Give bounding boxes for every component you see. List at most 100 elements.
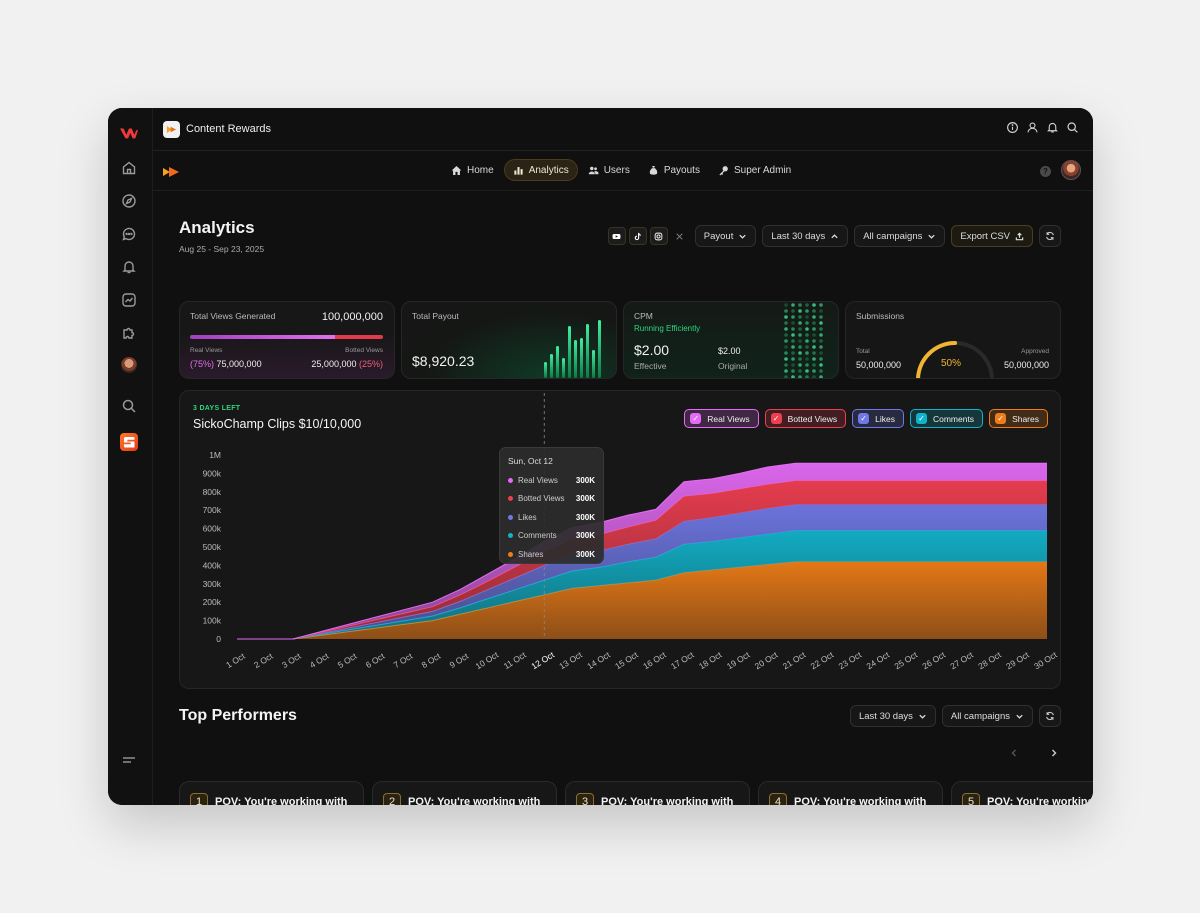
bar-chart-icon xyxy=(514,166,523,175)
puzzle-icon[interactable] xyxy=(120,324,138,342)
nav-payouts[interactable]: Payouts xyxy=(640,159,708,181)
top-performer-card[interactable]: 5 POV: You're working with xyxy=(951,781,1093,805)
legend-toggle-botted-views[interactable]: ✓ Botted Views xyxy=(764,409,847,428)
legend-toggle-shares[interactable]: ✓ Shares xyxy=(989,409,1048,428)
top-period-select[interactable]: Last 30 days xyxy=(849,705,936,727)
info-icon[interactable] xyxy=(1006,121,1019,134)
notification-bell-icon[interactable] xyxy=(1046,121,1059,134)
checkbox-icon: ✓ xyxy=(995,413,1007,424)
pattern-dot xyxy=(812,309,816,313)
chevron-down-icon xyxy=(928,234,936,239)
youtube-icon[interactable] xyxy=(607,227,626,245)
pattern-dot xyxy=(819,345,823,349)
top-performer-card[interactable]: 4 POV: You're working with xyxy=(758,781,943,805)
pattern-dot xyxy=(784,309,788,313)
top-campaign-select[interactable]: All campaigns xyxy=(941,705,1033,727)
pattern-dot xyxy=(805,339,809,343)
cpm-dot-pattern xyxy=(784,303,823,378)
brand-logo-icon[interactable] xyxy=(120,124,138,142)
pattern-dot xyxy=(819,327,823,331)
pattern-dot xyxy=(798,369,802,373)
profile-avatar[interactable] xyxy=(1061,160,1081,180)
pattern-dot xyxy=(798,363,802,367)
user-icon[interactable] xyxy=(1026,121,1039,134)
stacked-area-chart[interactable]: 0 100k 200k 300k 400k 500k 600k 700k 800k 900k 1M 1… xyxy=(180,391,1060,689)
pattern-dot xyxy=(798,339,802,343)
top-performer-card[interactable]: 2 POV: You're working with xyxy=(372,781,557,805)
menu-icon[interactable] xyxy=(120,751,138,769)
campaign-select[interactable]: All campaigns xyxy=(854,225,946,247)
x-tick-label: 12 Oct xyxy=(529,649,556,671)
cpm-card: CPM Running Efficiently $2.00 Effective … xyxy=(623,301,839,379)
tooltip-series-name: Real Views xyxy=(518,475,558,485)
pattern-dot xyxy=(784,369,788,373)
tiktok-icon[interactable] xyxy=(628,227,647,245)
chevron-right-icon[interactable] xyxy=(1047,746,1061,760)
nav-analytics[interactable]: Analytics xyxy=(503,159,578,181)
legend-toggle-likes[interactable]: ✓ Likes xyxy=(852,409,904,428)
pattern-dot xyxy=(798,375,802,378)
cpm-effective-value: $2.00 xyxy=(634,342,670,358)
pattern-dot xyxy=(791,351,795,355)
app-title: Content Rewards xyxy=(186,123,271,135)
chevron-up-icon xyxy=(831,233,838,238)
search-icon[interactable] xyxy=(120,397,138,415)
submissions-total-label: Total xyxy=(856,348,870,355)
pattern-dot xyxy=(798,303,802,307)
help-icon[interactable]: ? xyxy=(1040,166,1051,177)
legend-toggle-comments[interactable]: ✓ Comments xyxy=(909,409,984,428)
legend-toggle-real-views[interactable]: ✓ Real Views xyxy=(684,409,759,428)
chevron-left-icon[interactable] xyxy=(1007,746,1021,760)
pattern-dot xyxy=(805,303,809,307)
top-performer-card[interactable]: 1 POV: You're working with xyxy=(179,781,364,805)
refresh-button[interactable] xyxy=(1039,225,1061,247)
instagram-icon[interactable] xyxy=(649,227,668,245)
x-tick-label: 27 Oct xyxy=(948,649,975,671)
trend-icon[interactable] xyxy=(120,291,138,309)
checkbox-icon: ✓ xyxy=(858,413,870,424)
compass-icon[interactable] xyxy=(120,192,138,210)
performer-title: POV: You're working with xyxy=(987,796,1093,805)
nav-home[interactable]: Home xyxy=(443,159,502,181)
x-tick-label: 2 Oct xyxy=(252,650,275,670)
cpm-original-value: $2.00 xyxy=(718,346,741,356)
chat-icon[interactable] xyxy=(120,225,138,243)
pattern-dot xyxy=(805,321,809,325)
x-twitter-icon[interactable] xyxy=(671,227,689,245)
brand-mark-icon[interactable] xyxy=(163,165,179,177)
pattern-dot xyxy=(784,339,788,343)
x-tick-label: 7 Oct xyxy=(392,650,415,670)
x-tick-label: 16 Oct xyxy=(641,649,668,671)
real-views-label: Real Views xyxy=(190,347,223,354)
metric-select-value: Payout xyxy=(703,230,734,242)
top-campaign-value: All campaigns xyxy=(950,710,1010,722)
workspace-logo-icon[interactable] xyxy=(120,433,138,451)
nav-super-admin[interactable]: Super Admin xyxy=(710,159,799,181)
metric-select[interactable]: Payout xyxy=(694,225,757,247)
home-icon[interactable] xyxy=(120,159,138,177)
top-refresh-button[interactable] xyxy=(1039,705,1061,727)
total-views-card: Total Views Generated 100,000,000 Real V… xyxy=(179,301,395,379)
search-icon[interactable] xyxy=(1066,121,1079,134)
chart-legend: ✓ Real Views ✓ Botted Views ✓ Likes ✓ Comments ✓… xyxy=(684,409,1048,428)
nav-users[interactable]: Users xyxy=(580,159,638,181)
bell-icon[interactable] xyxy=(120,258,138,276)
x-tick-label: 15 Oct xyxy=(613,649,640,671)
page-title: Analytics xyxy=(179,218,255,237)
period-select[interactable]: Last 30 days xyxy=(762,225,849,247)
tooltip-series-name: Shares xyxy=(518,549,544,559)
submissions-card: Submissions Total 50,000,000 50% Approve… xyxy=(845,301,1061,379)
user-avatar[interactable] xyxy=(120,356,138,374)
top-performer-card[interactable]: 3 POV: You're working with xyxy=(565,781,750,805)
area-shares xyxy=(237,561,1047,639)
pattern-dot xyxy=(784,315,788,319)
export-csv-button[interactable]: Export CSV xyxy=(951,225,1033,247)
legend-label: Botted Views xyxy=(787,413,838,424)
pattern-dot xyxy=(798,327,802,331)
campaign-select-value: All campaigns xyxy=(863,230,923,242)
pattern-dot xyxy=(805,333,809,337)
title-bar: Content Rewards xyxy=(153,108,1093,151)
pattern-dot xyxy=(784,363,788,367)
pattern-dot xyxy=(819,369,823,373)
pattern-dot xyxy=(798,321,802,325)
